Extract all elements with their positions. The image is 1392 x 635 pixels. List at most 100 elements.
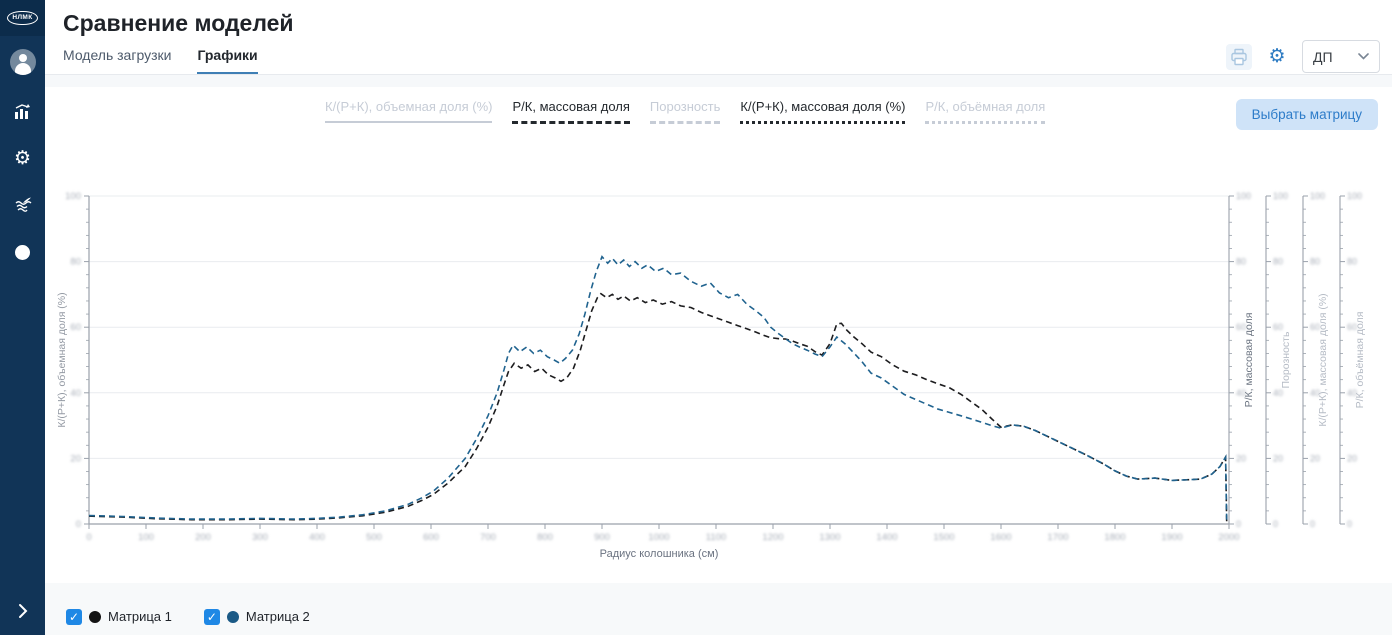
matrix-2-color-dot: [226, 610, 239, 623]
expand-sidebar-button[interactable]: [0, 603, 45, 619]
axis-tick-label: 1100: [706, 532, 726, 543]
axis-tick-label: 800: [537, 532, 553, 543]
measure-legend: К/(Р+К), объемная доля (%) Р/К, массовая …: [325, 99, 1046, 124]
logo-block: НЛМК: [0, 0, 45, 36]
series-legend: ✓ Матрица 1 ✓ Матрица 2: [45, 583, 1392, 635]
streams-icon[interactable]: [13, 195, 33, 215]
axis-tick-label: 80: [1273, 257, 1283, 267]
page-title: Сравнение моделей: [63, 10, 294, 36]
print-button[interactable]: [1226, 43, 1252, 70]
left-axis-title: К/(Р+К), объемная доля (%): [56, 292, 68, 427]
measure-line-sample: [512, 121, 630, 124]
axis-tick-label: 1200: [762, 532, 783, 543]
axis-tick-label: 0: [86, 532, 91, 543]
axis-tick-label: 1600: [990, 532, 1011, 543]
axis-tick-label: 80: [1236, 257, 1246, 267]
gear-icon: ⚙: [1268, 46, 1286, 67]
axis-tick-label: 20: [1236, 453, 1246, 463]
axis-tick-label: 500: [366, 532, 382, 543]
axis-tick-label: 40: [1236, 388, 1246, 398]
axis-tick-label: 40: [1273, 388, 1283, 398]
right-axis-title-3: Р/К, объёмная доля: [1354, 312, 1366, 409]
chart-settings-button[interactable]: ⚙: [1264, 44, 1290, 70]
axis-tick-label: 700: [480, 532, 496, 543]
axis-tick-label: 1500: [933, 532, 954, 543]
matrix-2-label: Матрица 2: [245, 609, 310, 624]
axis-tick-label: 0: [1310, 519, 1315, 529]
axis-tick-label: 0: [76, 519, 81, 530]
measure-toggle-1[interactable]: Р/К, массовая доля: [512, 99, 630, 124]
axis-tick-label: 100: [138, 532, 154, 543]
measure-toggle-label: К/(Р+К), объемная доля (%): [325, 99, 493, 114]
tab-load-model[interactable]: Модель загрузки: [63, 47, 172, 63]
axis-tick-label: 400: [309, 532, 325, 543]
axis-tick-label: 300: [252, 532, 268, 543]
avatar-body-icon: [14, 63, 31, 75]
right-axis-title-2: К/(Р+К), массовая доля (%): [1317, 293, 1329, 426]
analytics-icon[interactable]: [13, 101, 33, 121]
axis-tick-label: 60: [70, 322, 81, 333]
scenario-select-value: ДП: [1313, 48, 1333, 65]
axis-tick-label: 40: [70, 388, 81, 399]
axis-tick-label: 1700: [1047, 532, 1068, 543]
axis-tick-label: 100: [1347, 191, 1362, 201]
select-matrix-button[interactable]: Выбрать матрицу: [1235, 99, 1378, 130]
right-axis-title-1: Порозность: [1280, 331, 1292, 388]
axis-tick-label: 60: [1236, 322, 1246, 332]
settings-icon[interactable]: ⚙: [13, 147, 32, 169]
x-axis-title: Радиус колошника (см): [600, 548, 719, 560]
axis-tick-label: 200: [195, 532, 211, 543]
measure-line-sample: [740, 121, 906, 124]
user-avatar[interactable]: [9, 49, 36, 75]
legend-matrix-2: ✓ Матрица 2: [203, 598, 310, 635]
axis-tick-label: 20: [1273, 453, 1283, 463]
axis-tick-label: 100: [1310, 191, 1325, 201]
legend-matrix-1: ✓ Матрица 1: [66, 598, 172, 635]
right-axis-title-0: Р/К, массовая доля: [1243, 313, 1255, 408]
matrix-2-checkbox[interactable]: ✓: [203, 608, 220, 625]
axis-tick-label: 0: [1347, 519, 1352, 529]
axis-tick-label: 40: [1310, 388, 1320, 398]
axis-tick-label: 1400: [876, 532, 897, 543]
measure-toggle-2[interactable]: Порозность: [649, 99, 721, 124]
sidebar: НЛМК ⚙: [0, 0, 45, 635]
axis-tick-label: 60: [1310, 322, 1320, 332]
page-header: Сравнение моделей Модель загрузки График…: [45, 0, 1392, 75]
matrix-1-color-dot: [89, 610, 101, 623]
avatar-head-icon: [18, 54, 27, 62]
measure-toggle-label: Р/К, массовая доля: [512, 99, 630, 114]
axis-tick-label: 100: [1236, 191, 1251, 201]
axis-tick-label: 600: [423, 532, 439, 543]
axis-tick-label: 1800: [1104, 532, 1125, 543]
matrix-1-checkbox[interactable]: ✓: [66, 608, 82, 625]
measure-toggle-label: К/(Р+К), массовая доля (%): [740, 99, 906, 114]
axis-tick-label: 0: [1236, 519, 1241, 529]
axis-tick-label: 1900: [1161, 532, 1182, 543]
status-dot-icon[interactable]: [13, 242, 33, 262]
series-1-line: [88, 292, 1228, 523]
measure-toggle-label: Р/К, объёмная доля: [925, 99, 1046, 114]
nlmk-logo: НЛМК: [7, 10, 38, 26]
measure-toggle-label: Порозность: [649, 99, 721, 114]
scenario-select[interactable]: ДП: [1302, 40, 1380, 73]
series-2-line: [88, 255, 1228, 523]
axis-tick-label: 40: [1347, 388, 1357, 398]
measure-line-sample: [325, 121, 493, 123]
measure-line-sample: [925, 121, 1046, 124]
measure-toggle-0[interactable]: К/(Р+К), объемная доля (%): [325, 99, 493, 124]
measure-line-sample: [649, 121, 721, 124]
measure-toggle-4[interactable]: Р/К, объёмная доля: [925, 99, 1046, 124]
tab-bar: Модель загрузки Графики: [63, 47, 258, 74]
axis-tick-label: 80: [1310, 257, 1320, 267]
axis-tick-label: 1000: [648, 532, 669, 543]
measure-toggle-3[interactable]: К/(Р+К), массовая доля (%): [740, 99, 906, 124]
axis-tick-label: 60: [1347, 322, 1357, 332]
axis-tick-label: 1300: [819, 532, 840, 543]
axis-tick-label: 60: [1273, 322, 1283, 332]
chart-card: К/(Р+К), объемная доля (%) Р/К, массовая …: [45, 87, 1392, 583]
axis-tick-label: 0: [1273, 519, 1278, 529]
tab-charts[interactable]: Графики: [197, 47, 258, 74]
axis-tick-label: 80: [1347, 257, 1357, 267]
matrix-1-label: Матрица 1: [108, 609, 172, 624]
